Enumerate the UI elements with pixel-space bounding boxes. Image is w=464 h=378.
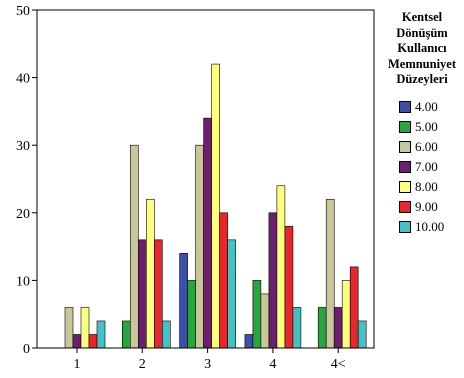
plot-border bbox=[36, 9, 375, 349]
legend-label: 6.00 bbox=[415, 139, 438, 154]
bar bbox=[349, 266, 359, 349]
bar bbox=[268, 212, 278, 349]
bar bbox=[211, 63, 220, 349]
legend-item: 5.00 bbox=[399, 117, 444, 137]
legend-title: Kentsel Dönüşüm Kullanıcı Memnuniyet Düz… bbox=[380, 10, 464, 88]
legend-item: 4.00 bbox=[399, 97, 444, 117]
bars bbox=[64, 63, 367, 349]
legend-swatch bbox=[399, 201, 411, 213]
legend-label: 5.00 bbox=[415, 119, 438, 134]
legend-label: 8.00 bbox=[415, 179, 438, 194]
bar bbox=[333, 307, 343, 349]
y-tick-label: 30 bbox=[16, 139, 30, 154]
legend-swatch bbox=[399, 181, 411, 193]
legend: 4.00 5.00 6.00 7.00 8.00 9.00 10.00 bbox=[399, 97, 444, 237]
legend-item: 10.00 bbox=[399, 217, 444, 237]
bar bbox=[64, 307, 74, 349]
bar bbox=[154, 239, 163, 349]
bar bbox=[88, 334, 98, 349]
y-axis-ticks: 0 10 20 30 40 50 bbox=[16, 4, 37, 357]
legend-swatch bbox=[399, 141, 411, 153]
legend-swatch bbox=[399, 161, 411, 173]
y-tick-label: 40 bbox=[16, 72, 30, 87]
y-tick-label: 50 bbox=[16, 4, 30, 19]
bar bbox=[252, 280, 262, 349]
y-tick-label: 20 bbox=[16, 207, 30, 222]
bar bbox=[96, 320, 106, 349]
x-axis-tick-labels: 1 2 3 4 4< bbox=[74, 348, 346, 372]
bar bbox=[292, 307, 302, 349]
legend-swatch bbox=[399, 121, 411, 133]
legend-label: 9.00 bbox=[415, 199, 438, 214]
bar bbox=[284, 226, 294, 349]
bar-chart: 0 10 20 30 40 50 1 2 3 4 4< bbox=[16, 4, 375, 372]
bar bbox=[276, 185, 286, 349]
plot-frame bbox=[36, 9, 375, 349]
legend-swatch bbox=[399, 101, 411, 113]
x-tick-label: 4 bbox=[269, 357, 276, 372]
x-tick-label: 3 bbox=[204, 357, 211, 372]
bar bbox=[72, 334, 82, 349]
bar bbox=[357, 320, 367, 349]
bar bbox=[244, 334, 254, 349]
legend-title-line: Düzeyleri bbox=[396, 72, 448, 86]
legend-label: 7.00 bbox=[415, 159, 438, 174]
legend-title-line: Kentsel bbox=[401, 10, 443, 24]
legend-item: 6.00 bbox=[399, 137, 444, 157]
bar bbox=[219, 212, 228, 349]
bar bbox=[146, 198, 155, 349]
legend-label: 4.00 bbox=[415, 99, 438, 114]
bar bbox=[130, 144, 139, 349]
bar bbox=[260, 293, 270, 349]
y-tick-label: 0 bbox=[23, 342, 30, 357]
legend-title-line: Memnuniyet bbox=[387, 56, 457, 71]
legend-item: 9.00 bbox=[399, 197, 444, 217]
bar bbox=[162, 320, 171, 349]
bar bbox=[227, 239, 236, 349]
bar bbox=[341, 280, 351, 349]
bar bbox=[138, 239, 147, 349]
legend-label: 10.00 bbox=[415, 219, 445, 234]
bar bbox=[317, 307, 327, 349]
bar bbox=[325, 198, 335, 349]
x-tick-label: 1 bbox=[74, 357, 81, 372]
bar bbox=[195, 144, 204, 349]
legend-title-line: Dönüşüm bbox=[396, 25, 448, 40]
legend-item: 7.00 bbox=[399, 157, 444, 177]
bar bbox=[187, 280, 196, 349]
legend-title-line: Kullanıcı bbox=[397, 41, 447, 55]
y-tick-label: 10 bbox=[16, 274, 30, 289]
bar bbox=[203, 117, 212, 349]
bar bbox=[122, 320, 131, 349]
x-tick-label: 2 bbox=[139, 357, 146, 372]
bar bbox=[179, 253, 188, 349]
x-tick-label: 4< bbox=[331, 357, 346, 372]
legend-item: 8.00 bbox=[399, 177, 444, 197]
legend-swatch bbox=[399, 221, 411, 233]
bar bbox=[80, 307, 90, 349]
